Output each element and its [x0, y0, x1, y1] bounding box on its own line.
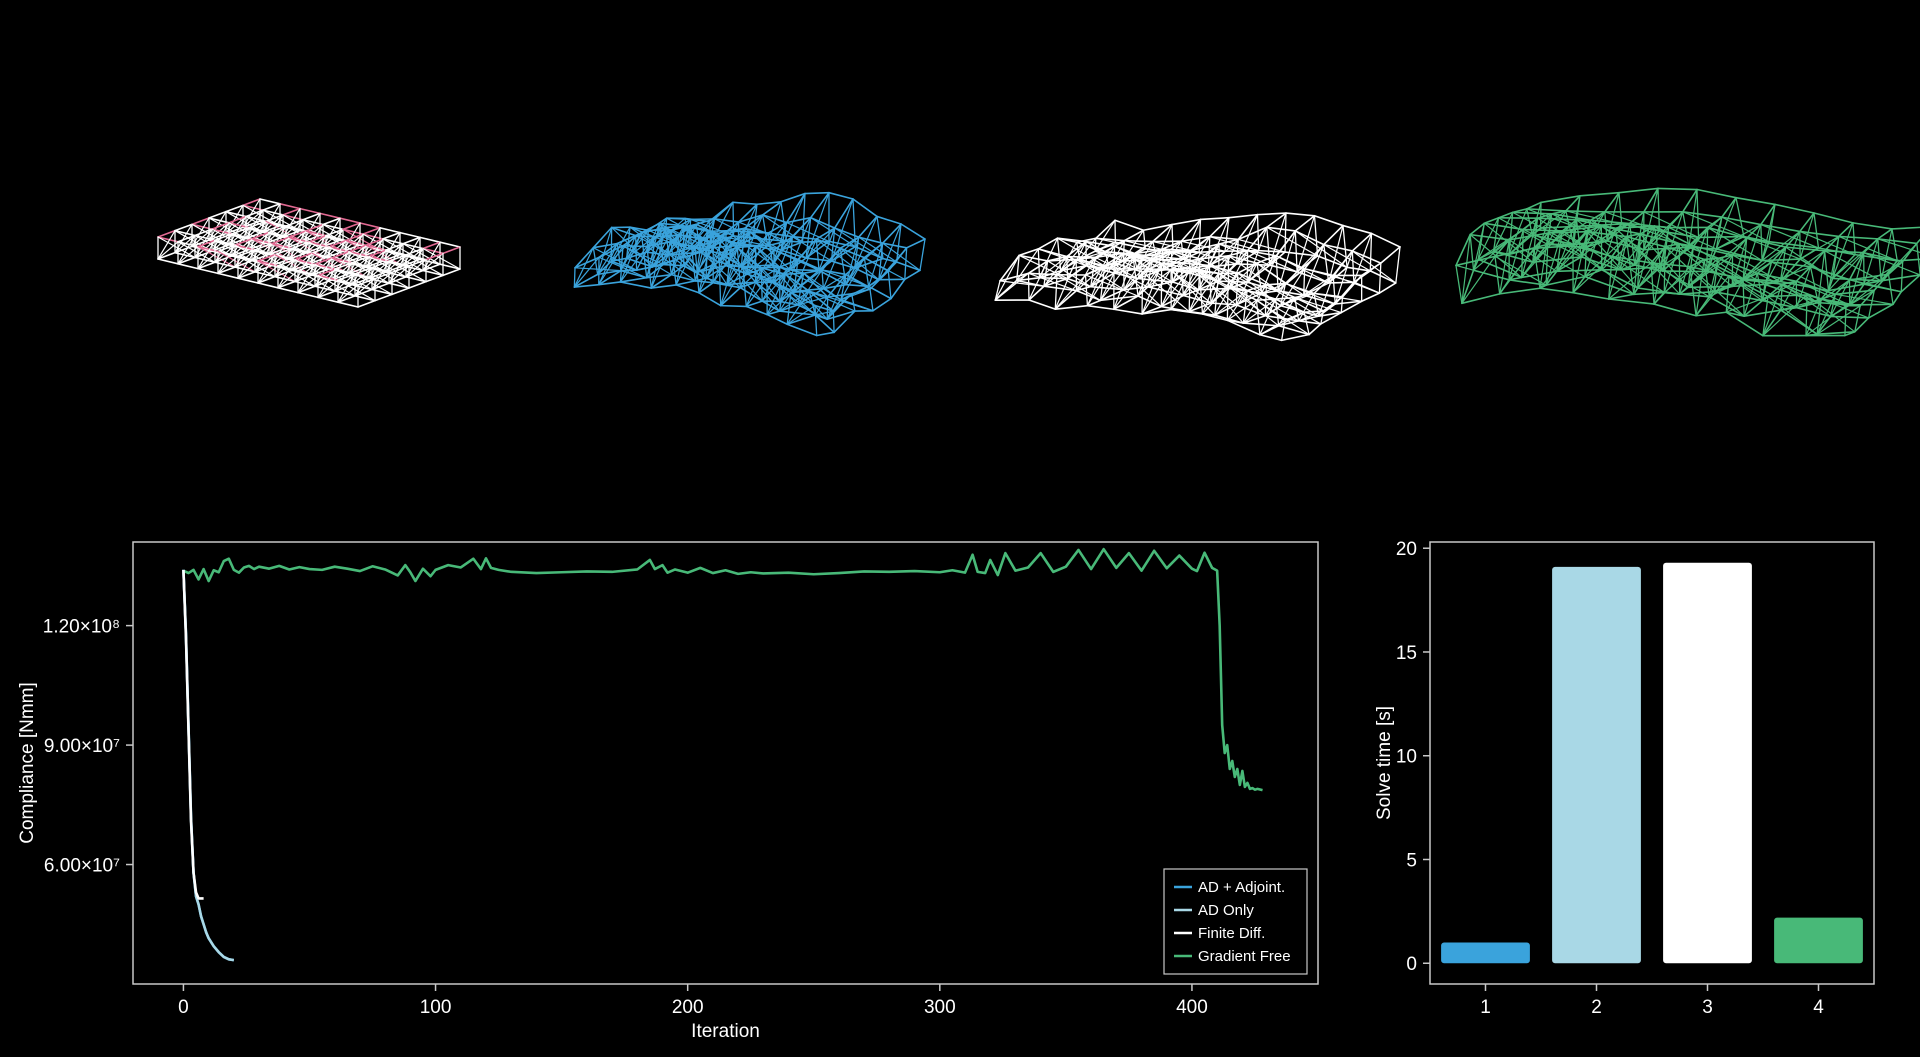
y-axis-label: Compliance [Nmm] — [17, 682, 38, 844]
line-series-group — [182, 547, 1263, 962]
line-chart-frame — [132, 541, 1319, 985]
x-tick-label: 300 — [924, 997, 956, 1018]
y-axis-ticks: 6.00×10⁷ 9.00×10⁷ 1.20×10⁸ — [43, 617, 133, 877]
bar-y-tick-label: 5 — [1406, 850, 1417, 871]
bar-chart-frame — [1429, 541, 1875, 985]
x-tick-label: 400 — [1176, 997, 1208, 1018]
series-line-ad-adjoint — [182, 569, 235, 962]
y-tick-label: 1.20×10⁸ — [43, 617, 120, 638]
bar-x-tick-label: 4 — [1813, 997, 1824, 1018]
bar-2 — [1552, 566, 1641, 964]
x-tick-label: 0 — [178, 997, 189, 1018]
legend-label: Finite Diff. — [1198, 925, 1265, 942]
x-tick-label: 200 — [672, 997, 704, 1018]
bar-y-tick-label: 0 — [1406, 954, 1417, 975]
series-line-ad-only — [182, 569, 235, 962]
finite-diff-truss-wireframe-icon — [994, 212, 1401, 342]
bar-y-axis-ticks: 0 5 10 15 20 — [1396, 539, 1430, 975]
bar-4 — [1774, 917, 1863, 964]
series-line-gradient-free — [182, 547, 1263, 792]
solve-time-bar-chart: 1 2 3 4 0 5 10 15 20 Solve time [s] — [1374, 539, 1875, 1018]
bar-y-axis-label: Solve time [s] — [1374, 706, 1395, 820]
gradient-free-truss-wireframe-icon — [1455, 187, 1920, 337]
x-axis-label: Iteration — [691, 1021, 760, 1042]
legend: AD + Adjoint. AD Only Finite Diff. Gradient… — [1163, 868, 1308, 975]
x-tick-label: 100 — [420, 997, 452, 1018]
bar-x-tick-label: 1 — [1480, 997, 1491, 1018]
series-line-finite-diff — [182, 569, 204, 900]
bar-group — [1441, 562, 1863, 964]
ad-adjoint-truss-wireframe-icon — [573, 191, 926, 337]
bar-1 — [1441, 942, 1530, 964]
x-axis-ticks: 0 100 200 300 400 — [178, 984, 1208, 1018]
legend-label: AD + Adjoint. — [1198, 879, 1285, 896]
legend-label: AD Only — [1198, 902, 1254, 919]
bar-y-tick-label: 10 — [1396, 747, 1417, 768]
bar-y-tick-label: 20 — [1396, 539, 1417, 560]
legend-label: Gradient Free — [1198, 948, 1291, 965]
bar-x-tick-label: 3 — [1702, 997, 1713, 1018]
truss-illustration-row — [157, 187, 1920, 342]
y-tick-label: 6.00×10⁷ — [44, 856, 120, 877]
bar-3 — [1663, 562, 1752, 964]
bar-x-axis-ticks: 1 2 3 4 — [1480, 984, 1824, 1018]
compliance-line-chart: 0 100 200 300 400 6.00×10⁷ 9.00×10⁷ 1.20×10⁸ I… — [17, 541, 1319, 1042]
initial-truss-wireframe-icon — [157, 198, 461, 308]
bar-y-tick-label: 15 — [1396, 643, 1417, 664]
y-tick-label: 9.00×10⁷ — [44, 736, 120, 757]
bar-x-tick-label: 2 — [1591, 997, 1602, 1018]
